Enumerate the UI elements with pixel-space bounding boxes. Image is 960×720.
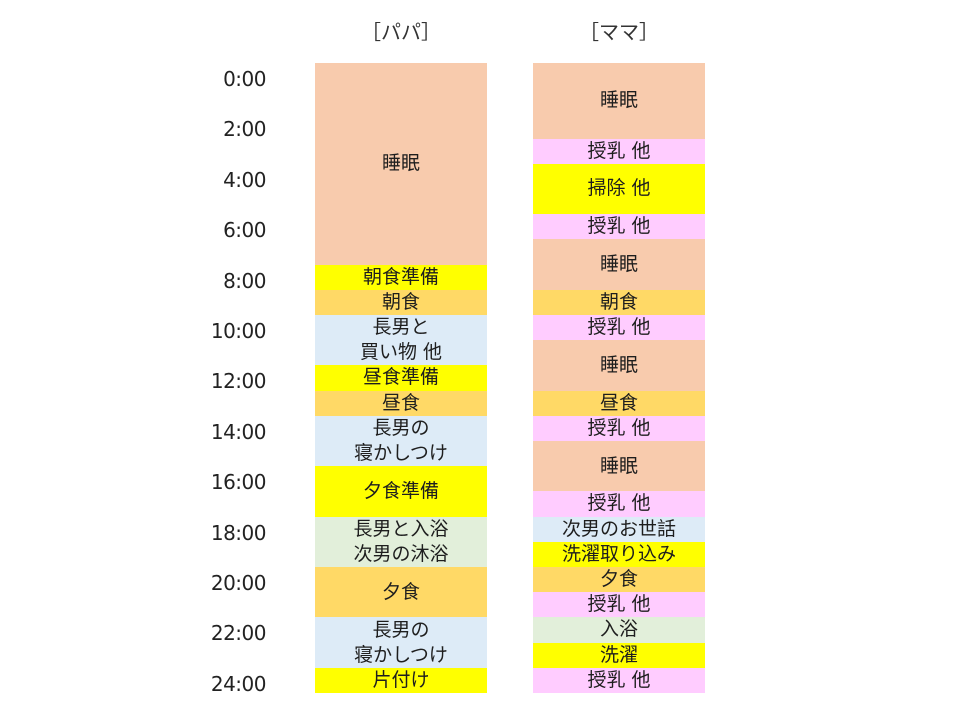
time-label: 0:00	[223, 67, 266, 91]
schedule-block: 洗濯	[533, 642, 705, 668]
schedule-block: 授乳 他	[533, 214, 705, 240]
time-label: 18:00	[210, 520, 267, 545]
schedule-block: 夕食準備	[315, 466, 487, 517]
time-label: 10:00	[210, 319, 267, 343]
schedule-block: 長男と 買い物 他	[315, 315, 487, 366]
time-label: 20:00	[210, 571, 267, 595]
schedule-block: 睡眠	[533, 441, 705, 492]
schedule-block: 夕食	[533, 567, 705, 593]
schedule-block: 長男と入浴 次男の沐浴	[315, 516, 487, 567]
schedule-block: 授乳 他	[533, 138, 705, 164]
time-label: 6:00	[223, 218, 266, 243]
schedule-block: 授乳 他	[533, 667, 705, 693]
schedule-block: 次男のお世話	[533, 516, 705, 542]
schedule-block: 睡眠	[533, 340, 705, 391]
schedule-block: 昼食	[315, 390, 487, 416]
time-label: 14:00	[210, 419, 267, 444]
papa-header: ［パパ］	[361, 20, 441, 44]
mama-header: ［ママ］	[579, 20, 659, 44]
time-label: 24:00	[210, 671, 267, 696]
schedule-block: 朝食	[533, 289, 705, 315]
time-label: 2:00	[223, 117, 266, 142]
time-label: 8:00	[223, 268, 266, 293]
schedule-block: 授乳 他	[533, 592, 705, 618]
schedule-block: 掃除 他	[533, 163, 705, 215]
time-label: 16:00	[210, 470, 267, 495]
schedule-block: 洗濯取り込み	[533, 541, 705, 567]
time-label: 12:00	[210, 369, 267, 394]
papa-schedule-column: 睡眠 朝食準備 朝食 長男と 買い物 他昼食準備 昼食 長男の 寝かしつけ 夕食準備 長男と入…	[315, 63, 487, 693]
schedule-block: 長男の 寝かしつけ	[315, 617, 487, 668]
schedule-block: 朝食準備	[315, 264, 487, 290]
schedule-block: 朝食	[315, 289, 487, 315]
schedule-block: 入浴	[533, 617, 705, 643]
schedule-block: 昼食	[533, 390, 705, 416]
schedule-block: 長男の 寝かしつけ	[315, 415, 487, 467]
schedule-block: 片付け	[315, 667, 487, 693]
schedule-block: 授乳 他	[533, 491, 705, 517]
time-label: 4:00	[223, 167, 266, 192]
schedule-block: 睡眠	[533, 63, 705, 139]
schedule-block: 睡眠	[315, 63, 487, 265]
schedule-block: 昼食準備	[315, 365, 487, 391]
mama-schedule-column: 睡眠 授乳 他掃除 他授乳 他睡眠 朝食 授乳 他睡眠 昼食 授乳 他睡眠 授乳 他次男のお…	[533, 63, 705, 693]
schedule-block: 睡眠	[533, 239, 705, 290]
schedule-block: 夕食	[315, 567, 487, 618]
schedule-block: 授乳 他	[533, 315, 705, 341]
schedule-block: 授乳 他	[533, 415, 705, 441]
time-label: 22:00	[210, 621, 267, 646]
